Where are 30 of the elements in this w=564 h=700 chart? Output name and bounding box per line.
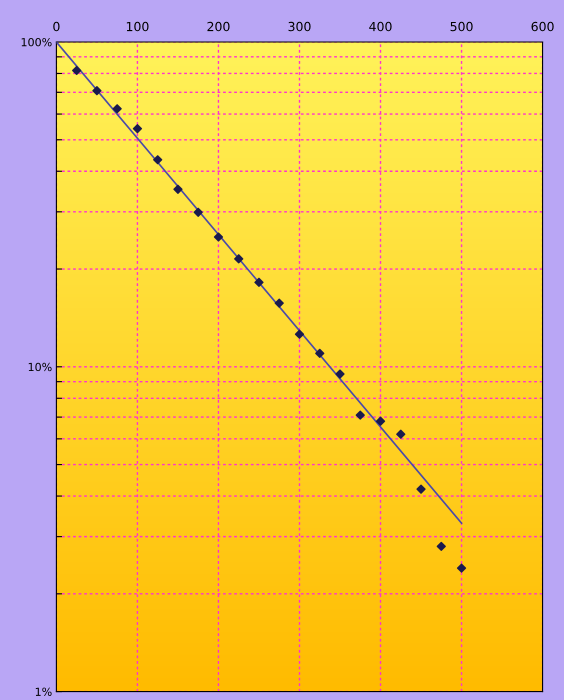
point <box>335 369 345 379</box>
point <box>274 298 284 308</box>
y-tick-label: 10% <box>28 362 52 372</box>
point <box>356 410 365 420</box>
point <box>294 330 304 339</box>
x-tick-label: 600 <box>532 22 554 32</box>
point <box>456 563 466 573</box>
x-tick-label: 400 <box>369 22 392 32</box>
x-tick-label: 100 <box>126 22 149 32</box>
x-tick-label: 200 <box>207 22 230 32</box>
x-tick-label: 500 <box>450 22 473 32</box>
x-tick-label: 0 <box>53 22 60 32</box>
point <box>92 86 102 96</box>
y-tick-label: 100% <box>22 38 52 46</box>
point <box>112 104 122 114</box>
x-tick-label: 300 <box>288 22 311 32</box>
y-tick-label: 1% <box>36 688 52 696</box>
point <box>214 232 224 242</box>
point <box>416 484 426 494</box>
point <box>234 254 244 264</box>
point <box>315 348 324 358</box>
point <box>436 542 446 551</box>
point <box>153 155 162 164</box>
point <box>376 416 386 426</box>
point <box>254 278 264 287</box>
point <box>194 208 203 217</box>
point <box>72 66 82 76</box>
point <box>396 430 406 439</box>
point <box>173 184 183 194</box>
point <box>132 124 142 134</box>
